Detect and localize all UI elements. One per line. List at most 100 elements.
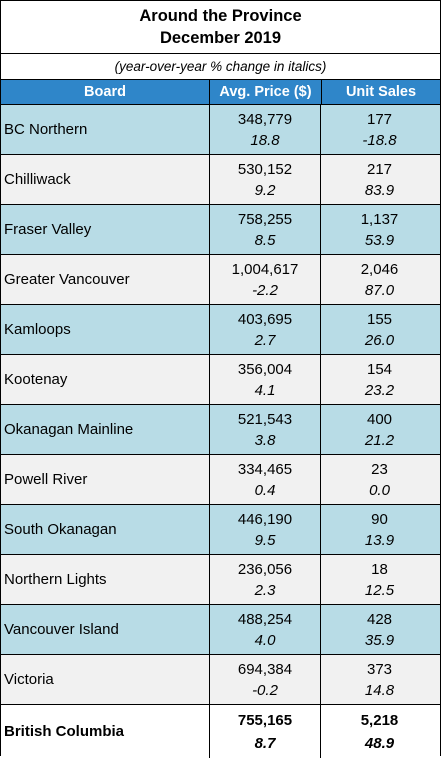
board-name: Kootenay [4,371,68,388]
unit-sales: 90 [371,510,388,528]
avg-price-change: -2.2 [252,281,278,299]
unit-sales-cell: 90 13.9 [320,505,438,554]
unit-sales-change: -18.8 [362,131,397,149]
avg-price-cell: 348,779 18.8 [209,105,320,154]
unit-sales-cell: 1,137 53.9 [320,205,438,254]
unit-sales-change: 13.9 [364,531,395,549]
unit-sales-cell: 2,046 87.0 [320,255,438,304]
avg-price: 334,465 [237,460,293,478]
total-avg-price-change: 8.7 [254,734,276,752]
unit-sales-change: 26.0 [364,331,395,349]
avg-price: 446,190 [237,510,293,528]
unit-sales-cell: 155 26.0 [320,305,438,354]
table-row: Vancouver Island 488,254 4.0 428 35.9 [1,605,440,655]
title-line-2: December 2019 [159,29,282,47]
unit-sales-cell: 18 12.5 [320,555,438,604]
avg-price: 530,152 [237,160,293,178]
unit-sales-change: 0.0 [369,481,390,499]
avg-price: 403,695 [237,310,293,328]
avg-price: 521,543 [237,410,293,428]
board-name: Powell River [4,471,88,488]
board-name: South Okanagan [4,521,117,538]
unit-sales-change: 35.9 [364,631,395,649]
board-name: Northern Lights [4,571,107,588]
table-row: Okanagan Mainline 521,543 3.8 400 21.2 [1,405,440,455]
total-avg-price: 755,165 [237,711,293,729]
avg-price-change: 4.1 [254,381,276,399]
unit-sales: 2,046 [360,260,399,278]
table-row: Chilliwack 530,152 9.2 217 83.9 [1,155,440,205]
avg-price-cell: 1,004,617 -2.2 [209,255,320,304]
unit-sales-cell: 23 0.0 [320,455,438,504]
unit-sales-change: 14.8 [364,681,395,699]
avg-price: 758,255 [237,210,293,228]
table-row: Powell River 334,465 0.4 23 0.0 [1,455,440,505]
unit-sales: 428 [366,610,393,628]
title-line-1: Around the Province [139,7,302,25]
total-unit-sales: 5,218 [360,711,399,729]
avg-price-cell: 403,695 2.7 [209,305,320,354]
table-row: Fraser Valley 758,255 8.5 1,137 53.9 [1,205,440,255]
table-row: Victoria 694,384 -0.2 373 14.8 [1,655,440,705]
header-board: Board [84,84,126,100]
unit-sales-cell: 217 83.9 [320,155,438,204]
avg-price-cell: 694,384 -0.2 [209,655,320,704]
unit-sales-change: 83.9 [364,181,395,199]
board-name: Victoria [4,671,54,688]
avg-price-change: 9.5 [254,531,276,549]
header-avg-price: Avg. Price ($) [209,80,321,104]
avg-price: 356,004 [237,360,293,378]
unit-sales: 373 [366,660,393,678]
avg-price: 488,254 [237,610,293,628]
avg-price-cell: 446,190 9.5 [209,505,320,554]
avg-price-change: 2.7 [254,331,276,349]
table-row: BC Northern 348,779 18.8 177 -18.8 [1,105,440,155]
total-board-name: British Columbia [4,723,125,740]
table-title: Around the Province December 2019 [1,1,440,54]
total-row: British Columbia 755,165 8.7 5,218 48.9 [1,705,440,758]
avg-price-cell: 236,056 2.3 [209,555,320,604]
avg-price-change: 8.5 [254,231,276,249]
table-row: South Okanagan 446,190 9.5 90 13.9 [1,505,440,555]
unit-sales: 154 [366,360,393,378]
table-row: Kamloops 403,695 2.7 155 26.0 [1,305,440,355]
avg-price-change: 18.8 [250,131,280,149]
avg-price-change: 2.3 [254,581,276,599]
avg-price-change: 4.0 [254,631,276,649]
unit-sales: 155 [366,310,393,328]
avg-price-cell: 356,004 4.1 [209,355,320,404]
avg-price-change: 3.8 [254,431,276,449]
avg-price-cell: 758,255 8.5 [209,205,320,254]
total-avg-price-cell: 755,165 8.7 [209,705,320,758]
board-name: Vancouver Island [4,621,119,638]
avg-price-cell: 530,152 9.2 [209,155,320,204]
total-unit-sales-cell: 5,218 48.9 [320,705,438,758]
avg-price: 694,384 [237,660,293,678]
table-row: Greater Vancouver 1,004,617 -2.2 2,046 87.… [1,255,440,305]
avg-price-change: 0.4 [254,481,276,499]
avg-price-change: 9.2 [254,181,276,199]
unit-sales-change: 87.0 [364,281,395,299]
avg-price: 348,779 [237,110,293,128]
unit-sales-cell: 154 23.2 [320,355,438,404]
unit-sales-change: 53.9 [364,231,395,249]
unit-sales-cell: 400 21.2 [320,405,438,454]
total-unit-sales-change: 48.9 [364,734,395,752]
avg-price-cell: 334,465 0.4 [209,455,320,504]
avg-price: 1,004,617 [231,260,299,278]
unit-sales-change: 21.2 [364,431,395,449]
avg-price-cell: 521,543 3.8 [209,405,320,454]
unit-sales: 400 [366,410,393,428]
unit-sales: 23 [371,460,388,478]
unit-sales-cell: 177 -18.8 [320,105,438,154]
board-name: Okanagan Mainline [4,421,134,438]
unit-sales-cell: 373 14.8 [320,655,438,704]
header-unit-sales: Unit Sales [321,80,440,104]
avg-price: 236,056 [237,560,293,578]
board-name: Chilliwack [4,171,71,188]
unit-sales: 18 [371,560,388,578]
table-subtitle: (year-over-year % change in italics) [1,54,440,80]
header-row: Board Avg. Price ($) Unit Sales [1,80,440,105]
avg-price-cell: 488,254 4.0 [209,605,320,654]
